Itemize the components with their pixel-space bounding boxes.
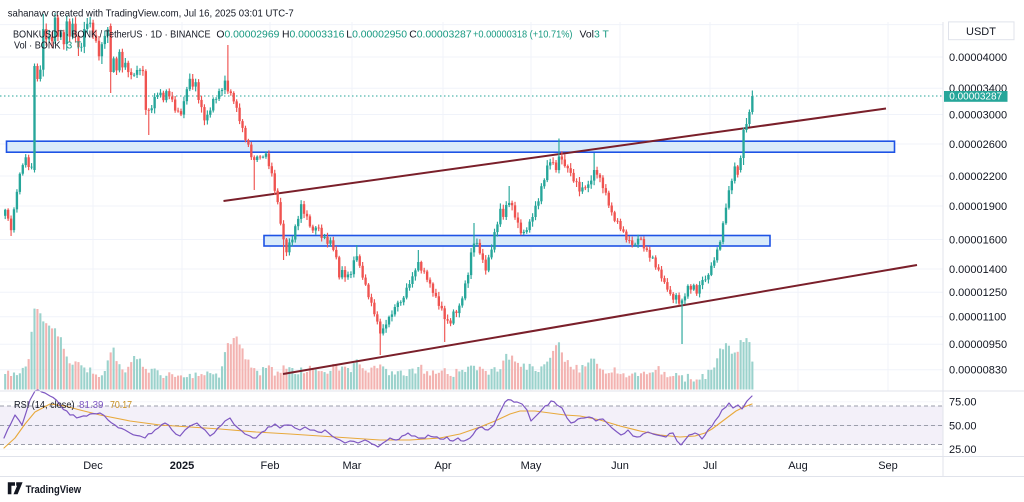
svg-text:Aug: Aug [788,460,808,472]
svg-text:USDT: USDT [966,26,996,38]
svg-text:C0.00003287: C0.00003287 [409,30,472,41]
svg-text:0.00002600: 0.00002600 [949,139,1007,151]
svg-text:0.00002200: 0.00002200 [949,171,1007,183]
svg-text:Dec: Dec [83,460,103,472]
svg-text:sahanavv created with TradingV: sahanavv created with TradingView.com, J… [8,9,294,20]
svg-text:0.00001100: 0.00001100 [949,312,1006,324]
svg-text:70.17: 70.17 [110,400,132,411]
svg-text:RSI (14, close): RSI (14, close) [14,400,75,411]
svg-text:Mar: Mar [343,460,362,472]
svg-text:Vol: Vol [580,30,594,41]
svg-text:Feb: Feb [261,460,280,472]
svg-text:0.00001900: 0.00001900 [949,201,1007,213]
svg-text:0.00003287: 0.00003287 [949,92,1002,103]
svg-text:0.00004000: 0.00004000 [949,52,1007,64]
svg-text:L0.00002950: L0.00002950 [346,30,407,41]
svg-text:25.00: 25.00 [949,444,977,456]
svg-text:2025: 2025 [170,460,194,472]
svg-text:0.00000830: 0.00000830 [949,365,1007,377]
svg-text:Vol · BONK: Vol · BONK [14,40,61,51]
svg-text:3 T: 3 T [67,40,82,51]
svg-text:Sep: Sep [878,460,898,472]
svg-text:0.00001600: 0.00001600 [949,234,1007,246]
svg-text:Jun: Jun [611,460,629,472]
svg-text:TradingView: TradingView [26,484,82,496]
svg-text:75.00: 75.00 [949,397,977,409]
svg-text:0.00001250: 0.00001250 [949,287,1007,299]
svg-text:H0.00003316: H0.00003316 [282,30,345,41]
svg-text:May: May [521,460,542,472]
svg-text:50.00: 50.00 [949,420,977,432]
svg-text:0.00000950: 0.00000950 [949,339,1007,351]
svg-text:3 T: 3 T [594,30,609,41]
svg-text:+0.00000318 (+10.71%): +0.00000318 (+10.71%) [473,30,573,41]
svg-text:Jul: Jul [703,460,717,472]
svg-text:Apr: Apr [434,460,451,472]
svg-text:81.39: 81.39 [79,400,104,411]
svg-text:0.00003000: 0.00003000 [949,109,1007,121]
svg-text:BONKUSDT · BONK / TetherUS · 1: BONKUSDT · BONK / TetherUS · 1D · BINANC… [13,30,211,41]
svg-text:O0.00002969: O0.00002969 [216,30,279,41]
svg-text:0.00001400: 0.00001400 [949,264,1007,276]
